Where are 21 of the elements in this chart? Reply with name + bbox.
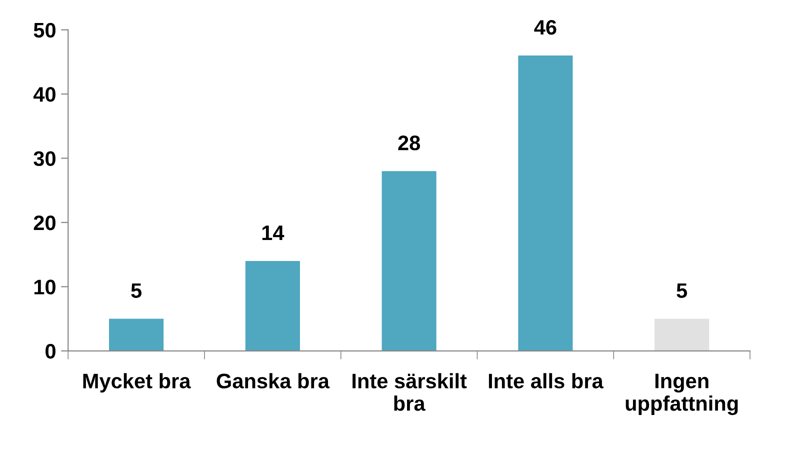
data-label: 5 <box>676 283 688 298</box>
bar <box>518 56 573 351</box>
data-label: 14 <box>262 226 284 240</box>
y-tick-label: 30 <box>34 151 56 166</box>
bar <box>382 171 436 351</box>
data-label: 5 <box>131 283 142 298</box>
data-label: 46 <box>534 20 556 35</box>
bar <box>245 260 300 351</box>
x-tick-label: Ganska bra <box>216 373 330 388</box>
x-tick-label: Ingen uppfattning <box>626 374 738 416</box>
bar <box>109 318 164 351</box>
y-tick-label: 10 <box>34 280 56 294</box>
y-tick-label: 40 <box>33 87 56 102</box>
x-tick-label: Mycket bra <box>83 373 191 393</box>
data-label: 28 <box>398 136 420 150</box>
bar <box>654 318 710 351</box>
x-tick-label: Inte alls bra <box>488 373 604 388</box>
y-tick-label: 50 <box>34 22 56 38</box>
x-tick-label: Inte särskilt bra <box>352 373 467 411</box>
y-tick-label: 20 <box>34 215 56 230</box>
y-tick-label: 0 <box>46 344 56 359</box>
